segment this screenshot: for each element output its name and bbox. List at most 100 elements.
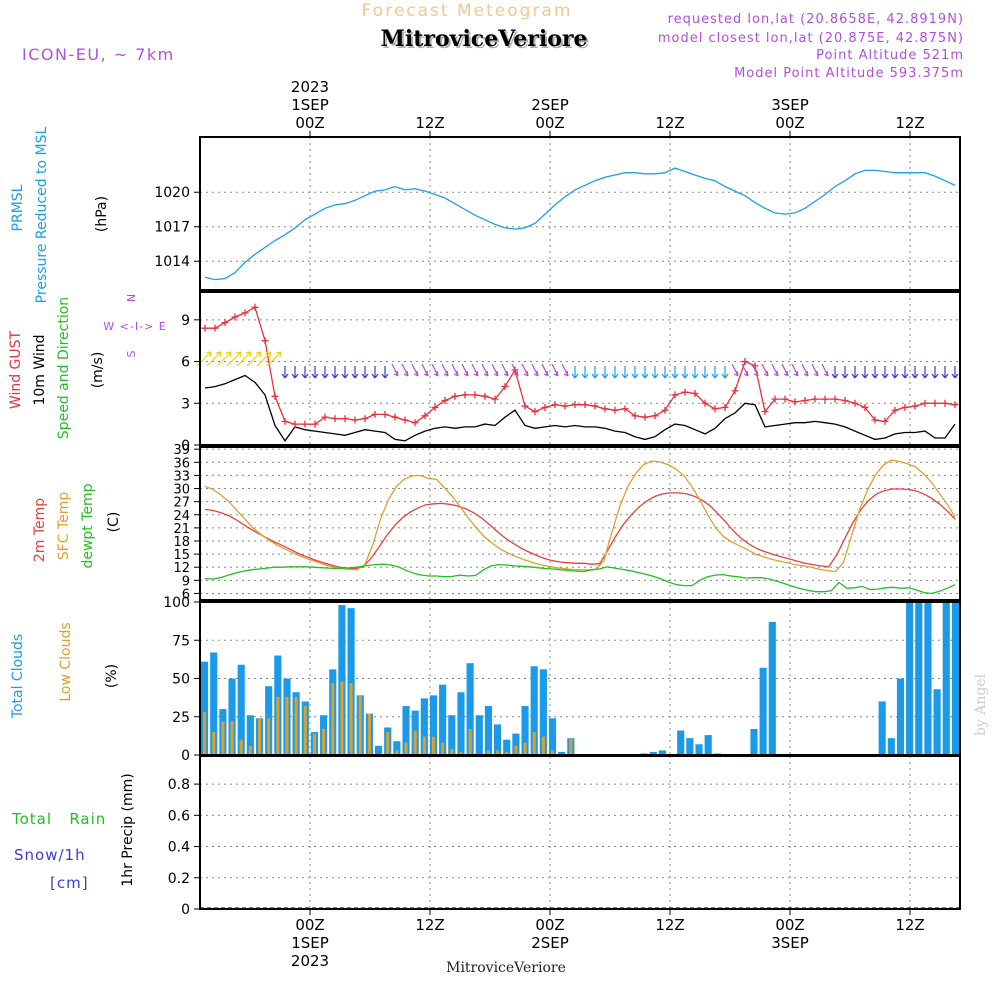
wind-gust-point bbox=[521, 402, 529, 410]
wind-gust-point bbox=[851, 399, 859, 407]
wind-gust-point bbox=[721, 403, 729, 411]
total-cloud-bar bbox=[548, 718, 557, 755]
wind-direction-arrow bbox=[411, 363, 419, 377]
y-tick-label-precip: 0.4 bbox=[168, 840, 190, 856]
wind-direction-arrow bbox=[266, 351, 282, 367]
y-tick-label-temp: 24 bbox=[173, 509, 190, 524]
wind-direction-arrow bbox=[256, 351, 272, 367]
wind-direction-arrow bbox=[511, 363, 519, 377]
total-cloud-bar bbox=[420, 698, 428, 755]
y-tick-label-clouds: 25 bbox=[172, 710, 190, 726]
wind-gust-point bbox=[621, 405, 629, 413]
wind-direction-arrow bbox=[831, 366, 839, 379]
temp-dewpt-line bbox=[204, 563, 956, 595]
temp-label-dew: dewpt Temp bbox=[80, 483, 96, 568]
x-bottom-label: 12Z bbox=[655, 916, 684, 934]
wind-label-10m: 10m Wind bbox=[32, 334, 48, 405]
wind-gust-point bbox=[391, 413, 399, 421]
point-altitude: Point Altitude 521m bbox=[816, 48, 964, 63]
total-cloud-bar bbox=[915, 602, 923, 755]
pressure-label-name: Pressure Reduced to MSL bbox=[34, 126, 50, 303]
wind-gust-point bbox=[601, 405, 609, 413]
low-cloud-bar bbox=[322, 728, 326, 755]
frame-layer bbox=[194, 131, 961, 915]
low-cloud-bar bbox=[285, 696, 289, 755]
wind-direction-arrow bbox=[581, 366, 589, 379]
low-cloud-bar bbox=[349, 683, 353, 755]
wind-gust-point bbox=[881, 417, 889, 425]
pressure-label-prmsl: PRMSL bbox=[10, 184, 26, 231]
y-tick-label-temp: 15 bbox=[173, 548, 190, 563]
y-tick-label-temp: 21 bbox=[173, 522, 190, 537]
wind-gust-point bbox=[261, 337, 269, 345]
y-tick-label-pressure: 1017 bbox=[154, 220, 190, 236]
compass-we: W <-I-> E bbox=[103, 320, 166, 333]
wind-direction-arrow bbox=[761, 363, 769, 377]
requested-coords: requested lon,lat (20.8658E, 42.8919N) bbox=[668, 12, 964, 27]
wind-direction-arrow bbox=[871, 366, 879, 379]
total-cloud-bar bbox=[521, 706, 529, 755]
y-tick-label-wind: 6 bbox=[181, 355, 190, 371]
y-tick-label-temp: 36 bbox=[173, 456, 190, 471]
wind-gust-point bbox=[781, 395, 789, 403]
total-cloud-bar bbox=[686, 738, 694, 755]
wind-gust-point bbox=[801, 396, 809, 404]
wind-gust-point bbox=[461, 391, 469, 399]
wind-direction-arrow bbox=[321, 366, 329, 379]
wind-gust-point bbox=[731, 387, 739, 395]
total-cloud-bar bbox=[878, 701, 886, 755]
panel-frame-wind bbox=[199, 291, 961, 446]
wind-direction-arrow bbox=[216, 351, 232, 367]
wind-direction-arrow bbox=[941, 366, 949, 379]
temp-unit: (C) bbox=[106, 512, 122, 533]
wind-direction-arrow bbox=[661, 366, 669, 379]
wind-gust-point bbox=[371, 410, 379, 418]
wind-speed-line bbox=[204, 374, 956, 442]
wind-gust-point bbox=[641, 413, 649, 421]
y-tick-label-temp: 33 bbox=[173, 469, 190, 484]
low-cloud-bar bbox=[422, 736, 426, 755]
wind-direction-arrow bbox=[741, 363, 749, 377]
low-cloud-bar bbox=[312, 733, 317, 755]
wind-direction-arrow bbox=[931, 366, 939, 379]
wind-direction-arrow bbox=[841, 366, 849, 379]
low-cloud-bar bbox=[486, 750, 490, 755]
low-cloud-bar bbox=[257, 718, 262, 755]
total-cloud-bar bbox=[210, 652, 218, 755]
wind-gust-point bbox=[821, 395, 829, 403]
temp-2m-line bbox=[204, 488, 956, 570]
wind-direction-arrow bbox=[701, 366, 709, 379]
wind-direction-arrow bbox=[461, 363, 469, 377]
wind-gust-point bbox=[561, 402, 569, 410]
wind-direction-arrow bbox=[236, 351, 252, 367]
y-tick-label-precip: 0.8 bbox=[168, 777, 190, 793]
wind-direction-arrow bbox=[891, 366, 899, 379]
total-cloud-bar bbox=[951, 602, 959, 755]
compass-n: N bbox=[125, 294, 138, 302]
wind-direction-arrow bbox=[621, 366, 629, 379]
temp-label-2m: 2m Temp bbox=[32, 498, 48, 562]
low-cloud-bar bbox=[248, 745, 252, 755]
wind-direction-arrow bbox=[551, 363, 559, 377]
product-title: Forecast Meteogram bbox=[362, 1, 573, 21]
wind-gust-point bbox=[891, 406, 899, 414]
x-top-label: 3SEP bbox=[771, 96, 809, 114]
wind-direction-arrow bbox=[451, 363, 459, 377]
wind-label-dir: Speed and Direction bbox=[56, 297, 72, 439]
wind-direction-arrow bbox=[521, 363, 529, 377]
wind-gust-point bbox=[321, 413, 329, 421]
wind-gust-point bbox=[241, 309, 249, 317]
wind-gust-point bbox=[361, 415, 369, 423]
low-cloud-bar bbox=[386, 732, 390, 755]
cloud-label-low: Low Clouds bbox=[58, 622, 74, 701]
wind-gust-point bbox=[581, 401, 589, 409]
wind-gust-point bbox=[691, 390, 699, 398]
wind-direction-arrow bbox=[631, 366, 639, 379]
wind-direction-arrow bbox=[331, 366, 339, 379]
wind-gust-point bbox=[491, 395, 499, 403]
temp-sfc-line bbox=[204, 459, 956, 573]
data-layer bbox=[197, 168, 960, 909]
wind-gust-point bbox=[771, 395, 779, 403]
y-tick-label-precip: 0.2 bbox=[168, 871, 190, 887]
wind-direction-arrow bbox=[791, 363, 799, 377]
